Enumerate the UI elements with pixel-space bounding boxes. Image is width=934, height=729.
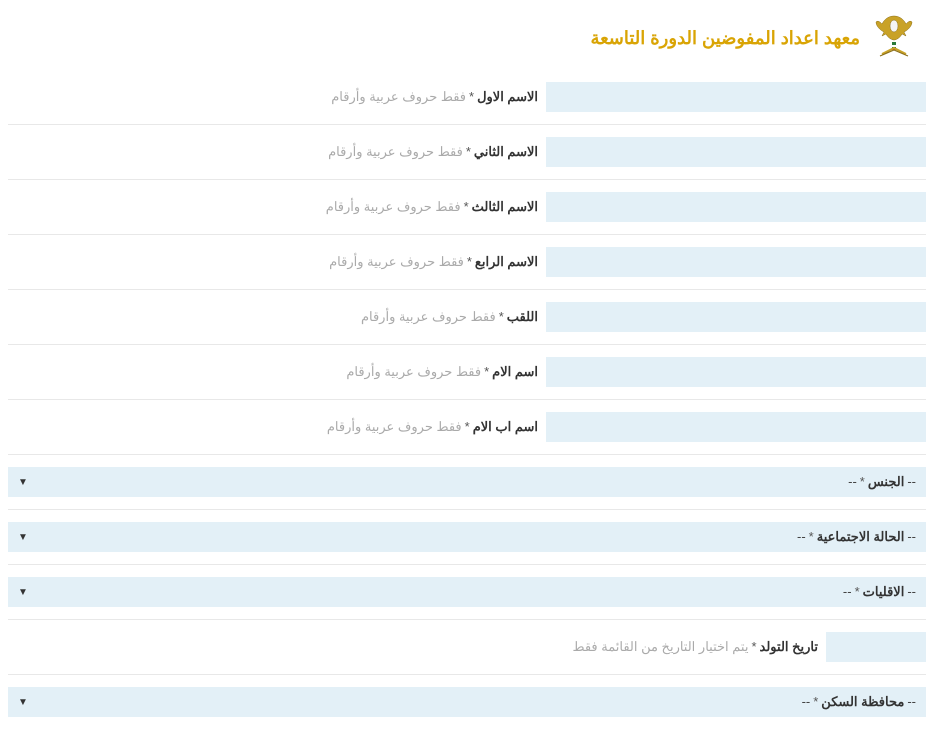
chevron-down-icon: ▼ bbox=[18, 532, 28, 543]
row-fourth-name: الاسم الرابع * فقط حروف عربية وأرقام bbox=[8, 247, 926, 290]
third-name-input[interactable] bbox=[546, 192, 926, 222]
row-province: -- محافظة السكن * -- ▼ bbox=[8, 687, 926, 717]
fourth-name-label: الاسم الرابع * فقط حروف عربية وأرقام bbox=[329, 254, 538, 270]
chevron-down-icon: ▼ bbox=[18, 477, 28, 488]
row-minorities: -- الاقليات * -- ▼ bbox=[8, 577, 926, 620]
gender-select[interactable]: -- الجنس * -- ▼ bbox=[8, 467, 926, 497]
minorities-select[interactable]: -- الاقليات * -- ▼ bbox=[8, 577, 926, 607]
birth-date-label: تاريخ التولد * يتم اختيار التاريخ من الق… bbox=[573, 639, 818, 655]
mother-father-name-label: اسم اب الام * فقط حروف عربية وأرقام bbox=[327, 419, 538, 435]
first-name-label: الاسم الاول * فقط حروف عربية وأرقام bbox=[331, 89, 538, 105]
row-birth-date: تاريخ التولد * يتم اختيار التاريخ من الق… bbox=[8, 632, 926, 675]
first-name-input[interactable] bbox=[546, 82, 926, 112]
row-surname: اللقب * فقط حروف عربية وأرقام bbox=[8, 302, 926, 345]
birth-date-input[interactable] bbox=[826, 632, 926, 662]
province-select[interactable]: -- محافظة السكن * -- ▼ bbox=[8, 687, 926, 717]
row-mother-name: اسم الام * فقط حروف عربية وأرقام bbox=[8, 357, 926, 400]
row-third-name: الاسم الثالث * فقط حروف عربية وأرقام bbox=[8, 192, 926, 235]
chevron-down-icon: ▼ bbox=[18, 587, 28, 598]
surname-input[interactable] bbox=[546, 302, 926, 332]
marital-select[interactable]: -- الحالة الاجتماعية * -- ▼ bbox=[8, 522, 926, 552]
third-name-label: الاسم الثالث * فقط حروف عربية وأرقام bbox=[326, 199, 538, 215]
row-second-name: الاسم الثاني * فقط حروف عربية وأرقام bbox=[8, 137, 926, 180]
row-gender: -- الجنس * -- ▼ bbox=[8, 467, 926, 510]
mother-father-name-input[interactable] bbox=[546, 412, 926, 442]
logo-icon bbox=[868, 12, 920, 64]
page-title: معهد اعداد المفوضين الدورة التاسعة bbox=[590, 28, 860, 49]
mother-name-label: اسم الام * فقط حروف عربية وأرقام bbox=[346, 364, 538, 380]
row-first-name: الاسم الاول * فقط حروف عربية وأرقام bbox=[8, 82, 926, 125]
page-header: معهد اعداد المفوضين الدورة التاسعة bbox=[8, 12, 926, 64]
second-name-label: الاسم الثاني * فقط حروف عربية وأرقام bbox=[328, 144, 538, 160]
mother-name-input[interactable] bbox=[546, 357, 926, 387]
second-name-input[interactable] bbox=[546, 137, 926, 167]
row-mother-father-name: اسم اب الام * فقط حروف عربية وأرقام bbox=[8, 412, 926, 455]
fourth-name-input[interactable] bbox=[546, 247, 926, 277]
surname-label: اللقب * فقط حروف عربية وأرقام bbox=[361, 309, 538, 325]
row-marital: -- الحالة الاجتماعية * -- ▼ bbox=[8, 522, 926, 565]
chevron-down-icon: ▼ bbox=[18, 697, 28, 708]
